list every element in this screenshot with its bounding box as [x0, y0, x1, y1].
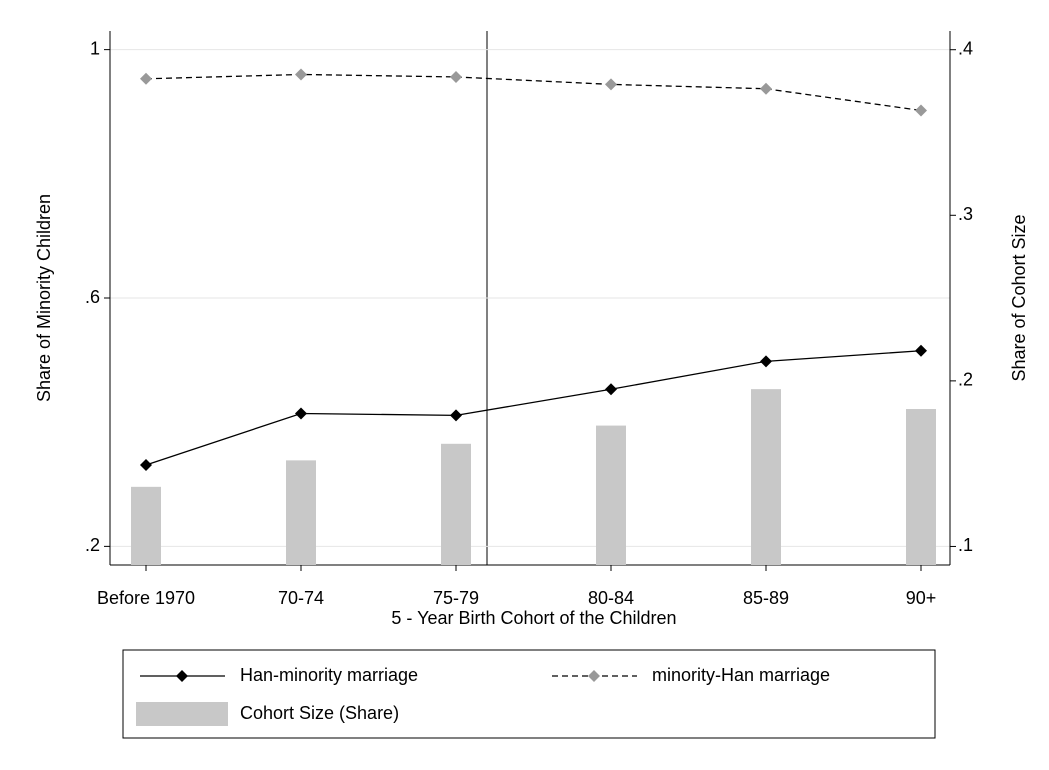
x-tick-label: 85-89	[743, 588, 789, 608]
y2-tick-label: .2	[958, 370, 973, 390]
y-axis-title: Share of Minority Children	[34, 194, 54, 402]
y2-axis-title: Share of Cohort Size	[1009, 214, 1029, 381]
legend-label: Cohort Size (Share)	[240, 703, 399, 723]
legend-swatch	[136, 702, 228, 726]
marker	[760, 355, 772, 368]
bar	[131, 486, 161, 565]
x-tick-label: 70-74	[278, 588, 324, 608]
legend-label: minority-Han marriage	[652, 665, 830, 685]
marker	[140, 459, 152, 472]
marker	[450, 70, 462, 83]
x-tick-label: 75-79	[433, 588, 479, 608]
y2-tick-label: .1	[958, 535, 973, 555]
legend-box	[122, 649, 936, 739]
bar	[441, 443, 471, 565]
y-tick-label: .2	[85, 535, 100, 555]
y2-tick-label: .4	[958, 38, 973, 58]
legend-marker	[176, 670, 188, 682]
x-axis-title: 5 - Year Birth Cohort of the Children	[391, 608, 676, 628]
marker	[295, 407, 307, 420]
y2-tick-label: .3	[958, 204, 973, 224]
x-tick-label: 80-84	[588, 588, 634, 608]
marker	[605, 78, 617, 91]
marker	[295, 68, 307, 81]
y-tick-label: 1	[90, 38, 100, 58]
line	[145, 350, 922, 466]
marker	[140, 72, 152, 85]
legend-marker	[588, 670, 600, 682]
legend-label: Han-minority marriage	[240, 665, 418, 685]
bar	[286, 460, 316, 565]
marker	[915, 104, 927, 117]
bar	[596, 425, 626, 565]
bar	[906, 409, 936, 565]
bar	[751, 389, 781, 565]
marker	[605, 383, 617, 396]
marker	[915, 344, 927, 357]
x-tick-label: 90+	[906, 588, 937, 608]
y-tick-label: .6	[85, 287, 100, 307]
marker	[450, 409, 462, 422]
x-tick-label: Before 1970	[97, 588, 195, 608]
line	[145, 73, 922, 112]
marker	[760, 82, 772, 95]
